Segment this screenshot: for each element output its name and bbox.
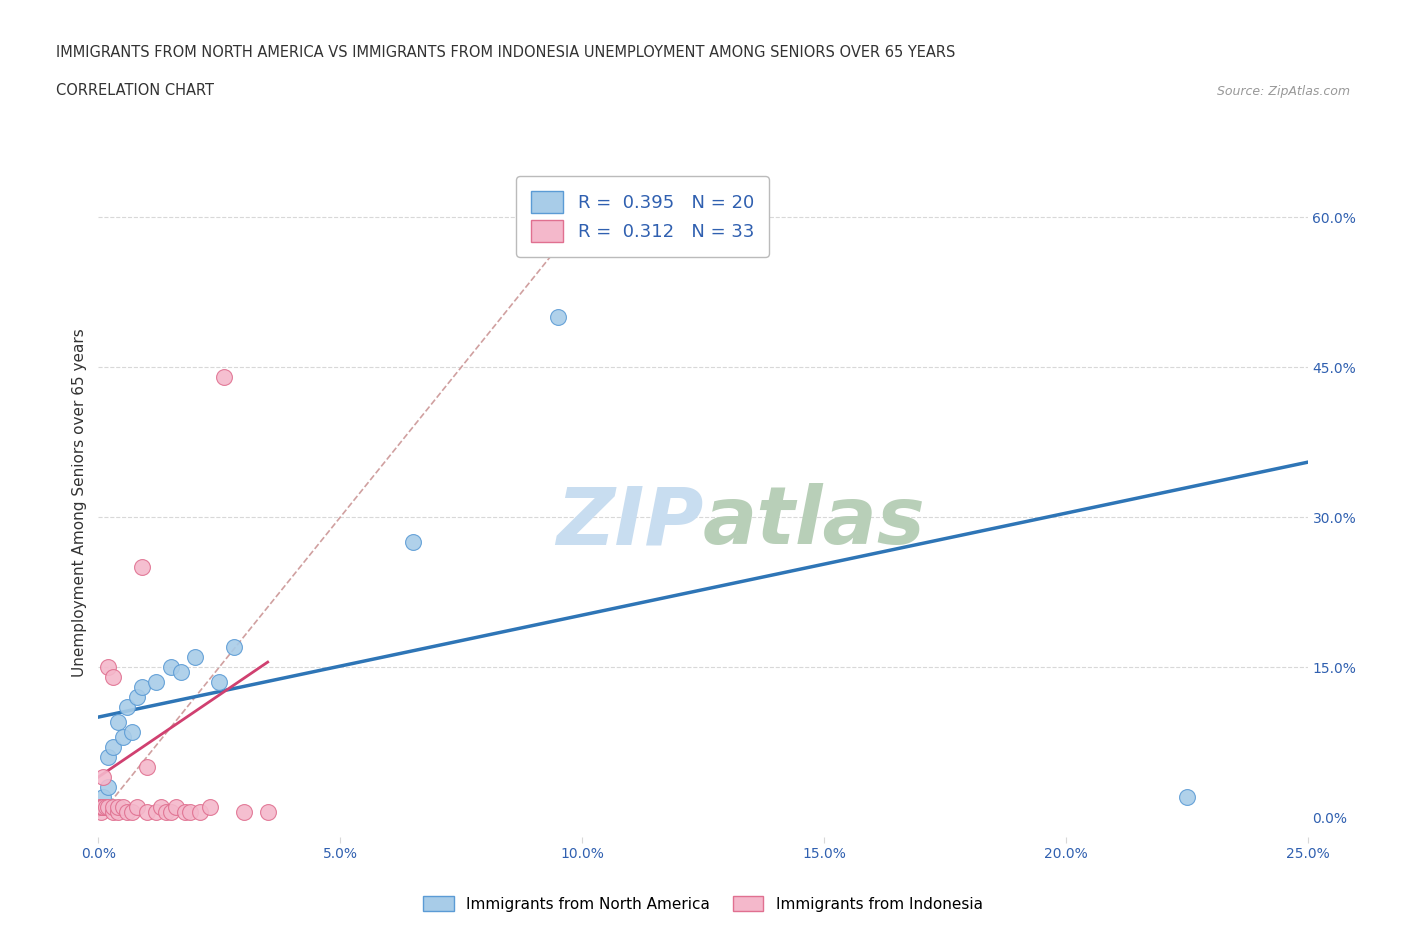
Point <box>89 800 111 815</box>
Point <box>160 804 183 819</box>
Point <box>222 640 245 655</box>
Point <box>179 804 201 819</box>
Point <box>97 779 120 794</box>
Y-axis label: Unemployment Among Seniors over 65 years: Unemployment Among Seniors over 65 years <box>72 328 87 677</box>
Point <box>165 800 187 815</box>
Point <box>91 800 114 815</box>
Point <box>91 800 114 815</box>
Text: CORRELATION CHART: CORRELATION CHART <box>56 83 214 98</box>
Point <box>145 674 167 689</box>
Point <box>1175 790 1198 804</box>
Point <box>101 739 124 754</box>
Point <box>107 714 129 729</box>
Point <box>131 560 153 575</box>
Point <box>97 750 120 764</box>
Point <box>91 770 114 785</box>
Point <box>91 800 114 815</box>
Point <box>117 699 139 714</box>
Point <box>547 310 569 325</box>
Point <box>91 790 114 804</box>
Point <box>135 760 157 775</box>
Point <box>184 650 207 665</box>
Point <box>127 800 149 815</box>
Point <box>121 724 143 739</box>
Point <box>90 800 112 815</box>
Point <box>90 804 112 819</box>
Point <box>111 730 134 745</box>
Point <box>94 800 117 815</box>
Point <box>135 804 157 819</box>
Point <box>101 670 124 684</box>
Point <box>121 804 143 819</box>
Point <box>198 800 221 815</box>
Point <box>107 800 129 815</box>
Point <box>101 800 124 815</box>
Point <box>160 659 183 674</box>
Point <box>169 665 191 680</box>
Point <box>155 804 177 819</box>
Point <box>174 804 197 819</box>
Text: ZIP: ZIP <box>555 484 703 562</box>
Point <box>145 804 167 819</box>
Point <box>117 804 139 819</box>
Text: Source: ZipAtlas.com: Source: ZipAtlas.com <box>1216 85 1350 98</box>
Point <box>208 674 231 689</box>
Point <box>150 800 173 815</box>
Point <box>256 804 278 819</box>
Point <box>402 535 425 550</box>
Point <box>101 804 124 819</box>
Point <box>97 800 120 815</box>
Point <box>127 690 149 705</box>
Point <box>232 804 254 819</box>
Legend: R =  0.395   N = 20, R =  0.312   N = 33: R = 0.395 N = 20, R = 0.312 N = 33 <box>516 177 769 257</box>
Legend: Immigrants from North America, Immigrants from Indonesia: Immigrants from North America, Immigrant… <box>418 889 988 918</box>
Point <box>111 800 134 815</box>
Point <box>212 370 235 385</box>
Text: atlas: atlas <box>703 484 925 562</box>
Point <box>188 804 211 819</box>
Point <box>131 680 153 695</box>
Point <box>97 659 120 674</box>
Text: IMMIGRANTS FROM NORTH AMERICA VS IMMIGRANTS FROM INDONESIA UNEMPLOYMENT AMONG SE: IMMIGRANTS FROM NORTH AMERICA VS IMMIGRA… <box>56 46 956 60</box>
Point <box>107 804 129 819</box>
